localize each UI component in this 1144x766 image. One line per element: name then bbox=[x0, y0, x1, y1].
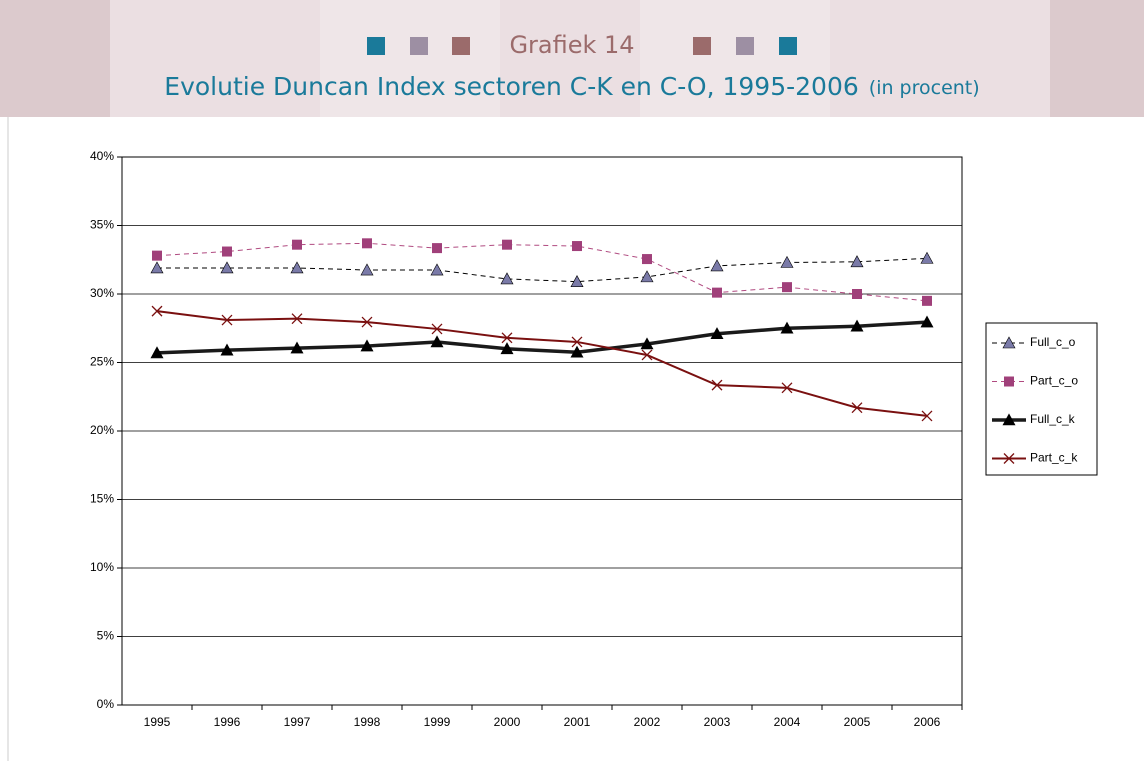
y-tick-label: 35% bbox=[90, 218, 114, 232]
marker bbox=[220, 343, 234, 356]
marker bbox=[431, 323, 443, 335]
marker bbox=[501, 332, 513, 344]
marker bbox=[150, 346, 164, 359]
marker bbox=[850, 319, 864, 332]
deco-square bbox=[779, 37, 797, 55]
marker bbox=[852, 289, 862, 299]
series-line bbox=[156, 310, 928, 417]
marker bbox=[780, 321, 794, 334]
marker bbox=[640, 337, 654, 350]
marker bbox=[360, 339, 374, 352]
marker bbox=[222, 246, 232, 257]
marker bbox=[362, 238, 372, 249]
x-tick-label: 2006 bbox=[914, 715, 941, 729]
marker bbox=[292, 239, 302, 250]
marker bbox=[500, 342, 514, 355]
marker bbox=[571, 336, 583, 348]
marker bbox=[221, 314, 233, 326]
deco-square bbox=[367, 37, 385, 55]
marker bbox=[850, 255, 864, 268]
marker bbox=[920, 251, 934, 264]
y-tick-label: 40% bbox=[90, 149, 114, 163]
marker bbox=[220, 261, 234, 274]
y-tick-label: 15% bbox=[90, 492, 114, 506]
x-tick-label: 1998 bbox=[354, 715, 381, 729]
marker bbox=[570, 275, 584, 287]
marker bbox=[781, 382, 793, 394]
deco-square bbox=[736, 37, 754, 55]
marker bbox=[1002, 413, 1016, 426]
marker bbox=[1004, 376, 1014, 387]
marker bbox=[290, 341, 304, 354]
marker bbox=[290, 261, 304, 274]
y-tick-label: 25% bbox=[90, 355, 114, 369]
x-tick-label: 1999 bbox=[424, 715, 451, 729]
y-tick-label: 10% bbox=[90, 560, 114, 574]
marker bbox=[152, 250, 162, 261]
legend-label: Part_c_k bbox=[1030, 451, 1078, 465]
subtitle-main: Evolutie Duncan Index sectoren C-K en C-… bbox=[164, 72, 858, 101]
marker bbox=[151, 305, 163, 317]
x-tick-label: 2000 bbox=[494, 715, 521, 729]
marker bbox=[430, 263, 444, 276]
marker bbox=[780, 255, 794, 268]
x-tick-label: 2005 bbox=[844, 715, 871, 729]
marker bbox=[712, 287, 722, 298]
x-tick-label: 1995 bbox=[144, 715, 171, 729]
marker bbox=[851, 402, 863, 414]
header-panel bbox=[320, 0, 500, 117]
marker bbox=[150, 261, 164, 274]
deco-square bbox=[693, 37, 711, 55]
x-tick-label: 1997 bbox=[284, 715, 311, 729]
series-line bbox=[156, 242, 928, 302]
legend-box bbox=[985, 322, 1098, 476]
x-tick-label: 1996 bbox=[214, 715, 241, 729]
plot: 0% 5% 10% 15% 20% 25% 30% 35% 40% 1995 1996 1997 199… bbox=[90, 149, 1098, 729]
y-tick-label: 0% bbox=[97, 697, 115, 711]
marker bbox=[1003, 453, 1015, 464]
marker bbox=[641, 349, 653, 361]
subtitle-unit: (in procent) bbox=[869, 77, 980, 99]
chart-title: Grafiek 14 bbox=[509, 31, 634, 59]
marker bbox=[432, 243, 442, 254]
marker bbox=[921, 410, 933, 422]
x-tick-label: 2001 bbox=[564, 715, 591, 729]
series-line bbox=[157, 257, 928, 283]
header-panel bbox=[0, 0, 110, 117]
series-line bbox=[156, 320, 928, 355]
marker bbox=[500, 272, 514, 285]
header-panel bbox=[640, 0, 830, 117]
deco-square bbox=[452, 37, 470, 55]
marker bbox=[782, 282, 792, 293]
y-tick-label: 20% bbox=[90, 423, 114, 437]
y-tick-label: 5% bbox=[97, 629, 115, 643]
marker bbox=[1002, 336, 1016, 349]
legend-label: Full_c_o bbox=[1030, 335, 1076, 349]
marker bbox=[710, 259, 724, 272]
marker bbox=[430, 335, 444, 348]
marker bbox=[502, 239, 512, 250]
chart-subtitle: Evolutie Duncan Index sectoren C-K en C-… bbox=[164, 72, 979, 101]
x-tick-label: 2002 bbox=[634, 715, 661, 729]
marker bbox=[920, 315, 934, 328]
marker bbox=[642, 254, 652, 265]
x-tick-label: 2004 bbox=[774, 715, 801, 729]
marker bbox=[922, 295, 932, 306]
marker bbox=[360, 263, 374, 276]
marker bbox=[291, 313, 303, 325]
legend-label: Full_c_k bbox=[1030, 412, 1076, 426]
marker bbox=[361, 316, 373, 328]
marker bbox=[570, 345, 584, 358]
header-band bbox=[0, 0, 1144, 117]
legend-label: Part_c_o bbox=[1030, 374, 1078, 388]
marker bbox=[710, 327, 724, 340]
marker bbox=[711, 379, 723, 391]
y-tick-label: 30% bbox=[90, 286, 114, 300]
marker bbox=[572, 241, 582, 252]
marker bbox=[640, 270, 654, 283]
header-panel bbox=[1050, 0, 1144, 117]
deco-square bbox=[410, 37, 428, 55]
x-tick-label: 2003 bbox=[704, 715, 731, 729]
